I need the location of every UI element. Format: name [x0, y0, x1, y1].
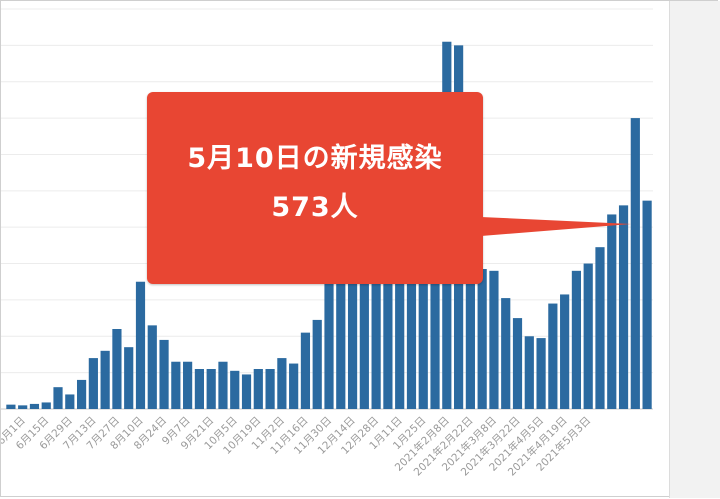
bar — [218, 361, 228, 409]
bar — [512, 318, 523, 409]
annotation-callout: 5月10日の新規感染 573人 — [147, 92, 483, 284]
bar — [465, 218, 475, 409]
bar — [300, 332, 311, 409]
bar — [88, 358, 98, 409]
bar — [6, 404, 16, 409]
bar — [536, 338, 546, 409]
bar — [135, 281, 146, 409]
bar — [241, 374, 252, 409]
bar — [607, 214, 617, 409]
bar — [618, 205, 629, 409]
bar — [194, 369, 204, 409]
bar — [430, 227, 440, 409]
bar — [383, 201, 393, 409]
bar — [100, 350, 110, 409]
bar — [583, 263, 593, 409]
bar — [41, 402, 51, 409]
bar — [571, 270, 582, 409]
bar — [124, 347, 134, 409]
bar — [560, 294, 570, 409]
bar — [265, 369, 275, 409]
bar — [29, 403, 40, 409]
bar — [371, 218, 381, 409]
bar — [147, 325, 157, 409]
bar — [359, 261, 369, 409]
bar — [253, 369, 263, 409]
bar — [489, 270, 499, 409]
bar — [18, 405, 28, 409]
bar-highlighted — [642, 200, 652, 409]
bar — [630, 118, 640, 409]
bar — [347, 263, 358, 409]
x-axis-ticks: 6月1日6月15日6月29日7月13日7月27日8月10日8月24日9月7日9月… — [1, 414, 593, 479]
side-strip — [669, 1, 720, 498]
bar — [548, 303, 558, 409]
bar — [206, 369, 216, 409]
bar — [524, 336, 534, 409]
bar — [171, 361, 181, 409]
bar — [65, 394, 75, 409]
bar — [76, 379, 87, 409]
bar — [112, 329, 122, 409]
bar — [324, 256, 334, 409]
bar — [501, 298, 511, 409]
bar — [183, 361, 193, 409]
bar — [312, 319, 322, 409]
annotation-value: 573人 — [271, 192, 359, 223]
bar — [289, 363, 299, 409]
bar — [595, 247, 605, 409]
bar — [477, 269, 487, 409]
bar — [230, 370, 240, 409]
bar — [336, 258, 346, 409]
annotation-title: 5月10日の新規感染 — [187, 143, 443, 174]
bar — [159, 339, 169, 409]
bar — [418, 223, 428, 409]
bar — [277, 358, 287, 409]
annotation-pointer — [481, 217, 631, 236]
bar — [53, 387, 63, 409]
